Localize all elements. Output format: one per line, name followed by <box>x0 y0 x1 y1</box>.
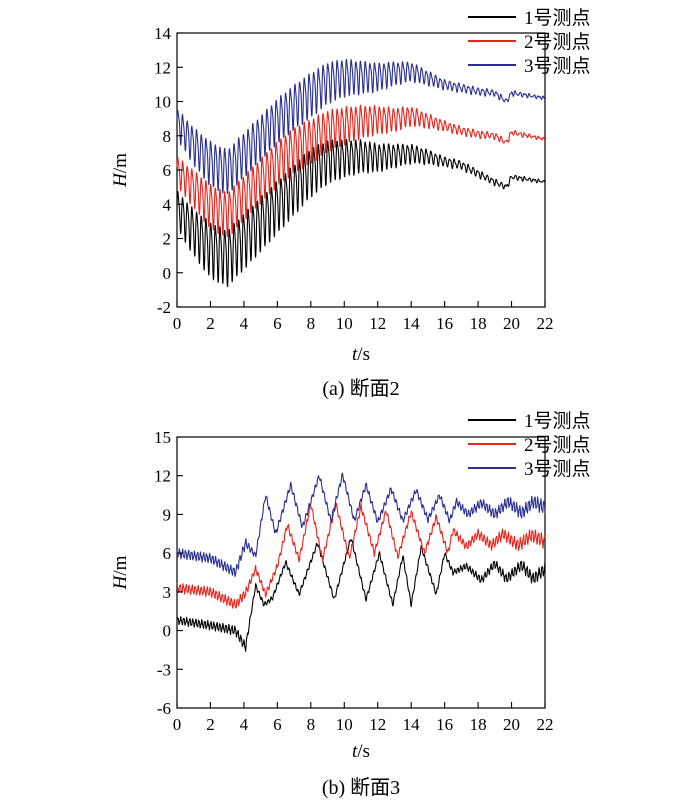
x-tick-label: 12 <box>369 715 386 734</box>
figure-caption: (b) 断面3 <box>322 776 400 799</box>
x-tick-label: 10 <box>336 314 353 333</box>
x-tick-label: 18 <box>470 314 487 333</box>
y-tick-label: 8 <box>163 127 172 146</box>
series-group <box>176 472 546 652</box>
y-tick-label: 0 <box>163 622 172 641</box>
x-tick-label: 0 <box>173 715 182 734</box>
y-tick-label: 3 <box>163 583 172 602</box>
series-line-1 <box>176 539 546 652</box>
y-tick-label: 6 <box>163 544 172 563</box>
x-axis-label: t/s <box>352 344 370 365</box>
y-axis-ticks: -6 -3 0 3 6 9 12 15 <box>154 428 183 718</box>
x-tick-label: 8 <box>307 715 316 734</box>
x-axis-ticks: 0 2 4 6 8 10 12 14 16 18 20 22 <box>173 301 554 333</box>
x-tick-label: 20 <box>503 314 520 333</box>
legend-label-1: 1号测点 <box>524 7 591 29</box>
x-axis-variable: t <box>352 741 358 762</box>
series-line-2 <box>176 104 546 238</box>
x-axis-unit: /s <box>357 741 370 762</box>
x-tick-label: 12 <box>369 314 386 333</box>
figure-caption: (a) 断面2 <box>322 377 399 400</box>
x-axis-unit: /s <box>357 344 370 365</box>
y-tick-label: 12 <box>154 58 171 77</box>
x-tick-label: 14 <box>403 314 421 333</box>
x-axis-variable: t <box>352 344 358 365</box>
x-tick-label: 16 <box>436 314 453 333</box>
y-tick-label: 14 <box>154 24 172 43</box>
y-axis-label: H/m <box>110 555 131 590</box>
x-tick-label: 0 <box>173 314 182 333</box>
x-tick-label: 6 <box>273 715 282 734</box>
x-tick-label: 10 <box>336 715 353 734</box>
chart-panel-b: 0 2 4 6 8 10 12 14 16 18 20 22 -6 -3 0 3 6 9 12 15 t/s H/m… <box>110 410 591 799</box>
y-axis-variable: H <box>110 574 131 590</box>
y-tick-label: 15 <box>154 428 171 447</box>
legend: 1号测点 2号测点 3号测点 <box>468 410 591 480</box>
x-tick-label: 4 <box>240 715 249 734</box>
x-tick-label: 18 <box>470 715 487 734</box>
legend-label-1: 1号测点 <box>524 410 591 432</box>
x-tick-label: 8 <box>307 314 316 333</box>
y-tick-label: 12 <box>154 467 171 486</box>
y-tick-label: 2 <box>163 230 172 249</box>
y-axis-variable: H <box>110 172 131 188</box>
x-tick-label: 14 <box>403 715 421 734</box>
y-tick-label: 9 <box>163 505 172 524</box>
x-tick-label: 22 <box>537 314 554 333</box>
x-axis-ticks: 0 2 4 6 8 10 12 14 16 18 20 22 <box>173 702 554 734</box>
x-tick-label: 2 <box>206 715 215 734</box>
legend-label-3: 3号测点 <box>524 55 591 77</box>
plot-frame <box>176 436 546 709</box>
series-group <box>176 59 546 288</box>
legend-label-2: 2号测点 <box>524 434 591 456</box>
y-axis-ticks: -2 0 2 4 6 8 10 12 14 <box>154 24 183 317</box>
y-axis-unit: /m <box>110 555 131 575</box>
y-tick-label: 6 <box>163 161 172 180</box>
x-tick-label: 16 <box>436 715 453 734</box>
legend: 1号测点 2号测点 3号测点 <box>468 7 591 77</box>
series-line-1 <box>176 138 546 288</box>
y-tick-label: 0 <box>163 264 172 283</box>
x-tick-label: 22 <box>537 715 554 734</box>
x-tick-label: 20 <box>503 715 520 734</box>
series-line-2 <box>176 502 546 609</box>
x-tick-label: 2 <box>206 314 215 333</box>
y-axis-label: H/m <box>110 153 131 188</box>
y-tick-label: 10 <box>154 93 171 112</box>
y-tick-label: -6 <box>157 699 171 718</box>
x-tick-label: 6 <box>273 314 282 333</box>
series-line-3 <box>176 472 546 577</box>
y-tick-label: 4 <box>163 195 172 214</box>
legend-label-2: 2号测点 <box>524 31 591 53</box>
legend-label-3: 3号测点 <box>524 458 591 480</box>
y-tick-label: -3 <box>157 660 171 679</box>
x-tick-label: 4 <box>240 314 249 333</box>
y-axis-unit: /m <box>110 153 131 173</box>
plot-frame <box>176 32 546 308</box>
series-line-3 <box>176 59 546 195</box>
y-tick-label: -2 <box>157 298 171 317</box>
x-axis-label: t/s <box>352 741 370 762</box>
